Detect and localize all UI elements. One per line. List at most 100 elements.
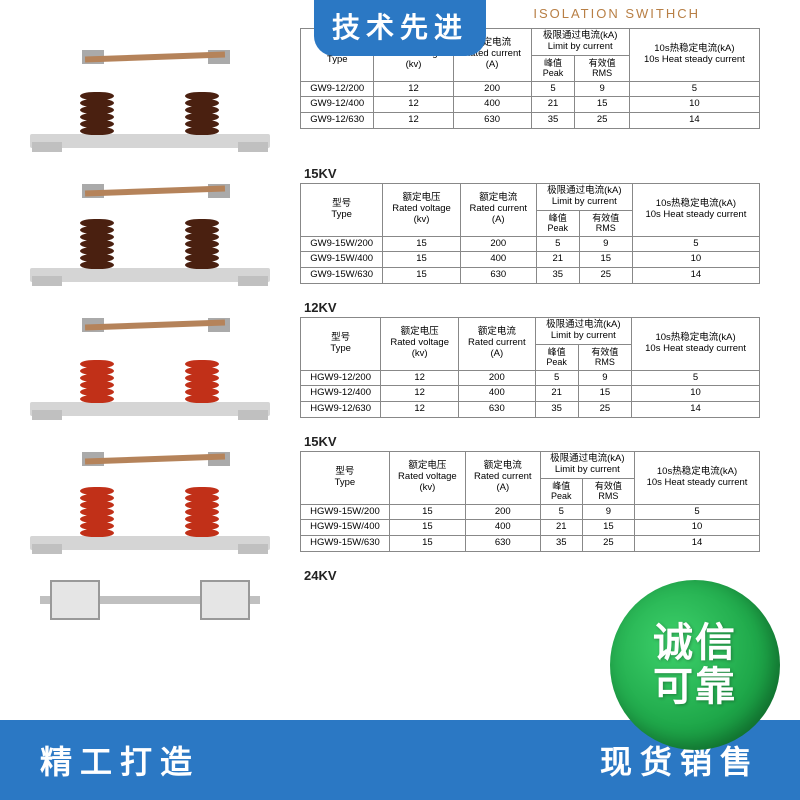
cell-rms: 15 (582, 520, 634, 536)
spec-section: 15KV 型号Type 额定电压Rated voltage(kv) 额定电流Ra… (0, 162, 800, 290)
th-limit-group: 极限通过电流(kA)Limit by current (531, 29, 629, 56)
cell-type: GW9-12/400 (301, 97, 374, 113)
cell-voltage: 15 (389, 504, 465, 520)
cell-current: 200 (453, 81, 531, 97)
cell-peak: 21 (540, 520, 582, 536)
section-label: 12KV (304, 300, 760, 315)
table-row: HGW9-15W/630 15 630 35 25 14 (301, 536, 760, 552)
th-type: 型号Type (301, 452, 390, 505)
header-subtitle: ISOLATION SWITHCH (533, 6, 700, 21)
th-limit-group: 极限通过电流(kA)Limit by current (535, 318, 632, 345)
cell-type: HGW9-12/200 (301, 370, 381, 386)
cell-type: HGW9-15W/630 (301, 536, 390, 552)
insulator-left (80, 487, 114, 536)
top-connector (30, 50, 270, 66)
th-type: 型号Type (301, 318, 381, 371)
th-voltage: 额定电压Rated voltage(kv) (383, 184, 460, 237)
top-badge: 技术先进 (314, 0, 486, 56)
cell-current: 400 (465, 520, 540, 536)
section-label: 15KV (304, 166, 760, 181)
th-current: 额定电流Rated current(A) (465, 452, 540, 505)
insulator-disc (80, 395, 114, 403)
mount-plate-right (238, 544, 268, 554)
insulator-right (185, 360, 219, 402)
table-row: GW9-12/200 12 200 5 9 5 (301, 81, 760, 97)
cell-heat: 14 (629, 113, 759, 129)
cell-current: 400 (459, 386, 536, 402)
cell-type: HGW9-12/400 (301, 386, 381, 402)
mount-plate-right (238, 276, 268, 286)
table-row: HGW9-12/200 12 200 5 9 5 (301, 370, 760, 386)
th-peak: 峰值Peak (535, 344, 578, 370)
cell-current: 630 (459, 402, 536, 418)
connector-bar (85, 52, 225, 63)
insulator-disc (185, 395, 219, 403)
th-rms: 有效值RMS (579, 210, 632, 236)
cell-peak: 35 (540, 536, 582, 552)
spec-table: 型号Type 额定电压Rated voltage(kv) 额定电流Rated c… (300, 317, 760, 418)
cell-peak: 5 (540, 504, 582, 520)
cell-type: GW9-15W/630 (301, 268, 383, 284)
cell-heat: 5 (635, 504, 760, 520)
cell-type: GW9-12/630 (301, 113, 374, 129)
th-rms: 有效值RMS (578, 344, 631, 370)
insulator-left (80, 92, 114, 134)
cell-peak: 35 (531, 113, 575, 129)
th-heat: 10s热稳定电流(kA)10s Heat steady current (632, 318, 760, 371)
cell-voltage: 15 (383, 268, 460, 284)
mount-plate-right (238, 410, 268, 420)
table-column: 15KV 型号Type 额定电压Rated voltage(kv) 额定电流Ra… (300, 162, 800, 284)
connector-bar (85, 454, 225, 465)
insulator-left (80, 360, 114, 402)
base-bar (30, 134, 270, 148)
table-row: GW9-15W/200 15 200 5 9 5 (301, 236, 760, 252)
product-spec-page: 技术先进 ISOLATION SWITHCH 型号Type 额定电压Rated … (0, 0, 800, 800)
base-bar (30, 268, 270, 282)
product-column (0, 296, 300, 424)
th-peak: 峰值Peak (531, 55, 575, 81)
top-connector (30, 452, 270, 468)
table-row: HGW9-15W/200 15 200 5 9 5 (301, 504, 760, 520)
trust-circle: 诚信 可靠 (610, 580, 780, 750)
connector-bar (85, 320, 225, 331)
cell-rms: 9 (578, 370, 631, 386)
insulator-disc (80, 261, 114, 269)
cell-voltage: 12 (381, 386, 459, 402)
th-rms: 有效值RMS (582, 478, 634, 504)
product-column (0, 162, 300, 290)
cell-rms: 9 (575, 81, 629, 97)
cell-peak: 5 (535, 370, 578, 386)
insulator-right (185, 92, 219, 134)
insulator-disc (80, 529, 114, 537)
product-image (20, 434, 280, 554)
cell-heat: 14 (632, 268, 759, 284)
cell-peak: 21 (536, 252, 579, 268)
product-image (20, 300, 280, 420)
cell-voltage: 15 (383, 252, 460, 268)
connector-bar (85, 186, 225, 197)
cell-heat: 10 (632, 252, 759, 268)
section-label: 15KV (304, 434, 760, 449)
spec-section: 15KV 型号Type 额定电压Rated voltage(kv) 额定电流Ra… (0, 430, 800, 558)
cell-type: HGW9-15W/400 (301, 520, 390, 536)
trust-badge: 诚信 可靠 (610, 580, 790, 760)
base-bar (30, 536, 270, 550)
product-image (20, 32, 280, 152)
cell-current: 200 (465, 504, 540, 520)
table-header-row-1: 型号Type 额定电压Rated voltage(kv) 额定电流Rated c… (301, 184, 760, 211)
insulator-disc (185, 529, 219, 537)
cell-type: GW9-15W/400 (301, 252, 383, 268)
cell-current: 400 (460, 252, 536, 268)
product-column (0, 28, 300, 156)
cell-voltage: 12 (374, 81, 453, 97)
device-bracket-left (50, 580, 100, 620)
insulator-right (185, 487, 219, 536)
cell-type: HGW9-12/630 (301, 402, 381, 418)
cell-heat: 5 (629, 81, 759, 97)
spec-table: 型号Type 额定电压Rated voltage(kv) 额定电流Rated c… (300, 183, 760, 284)
trust-text: 诚信 可靠 (653, 621, 737, 709)
table-column: 15KV 型号Type 额定电压Rated voltage(kv) 额定电流Ra… (300, 430, 800, 552)
cell-peak: 5 (536, 236, 579, 252)
cell-rms: 25 (579, 268, 632, 284)
base-bar (30, 402, 270, 416)
